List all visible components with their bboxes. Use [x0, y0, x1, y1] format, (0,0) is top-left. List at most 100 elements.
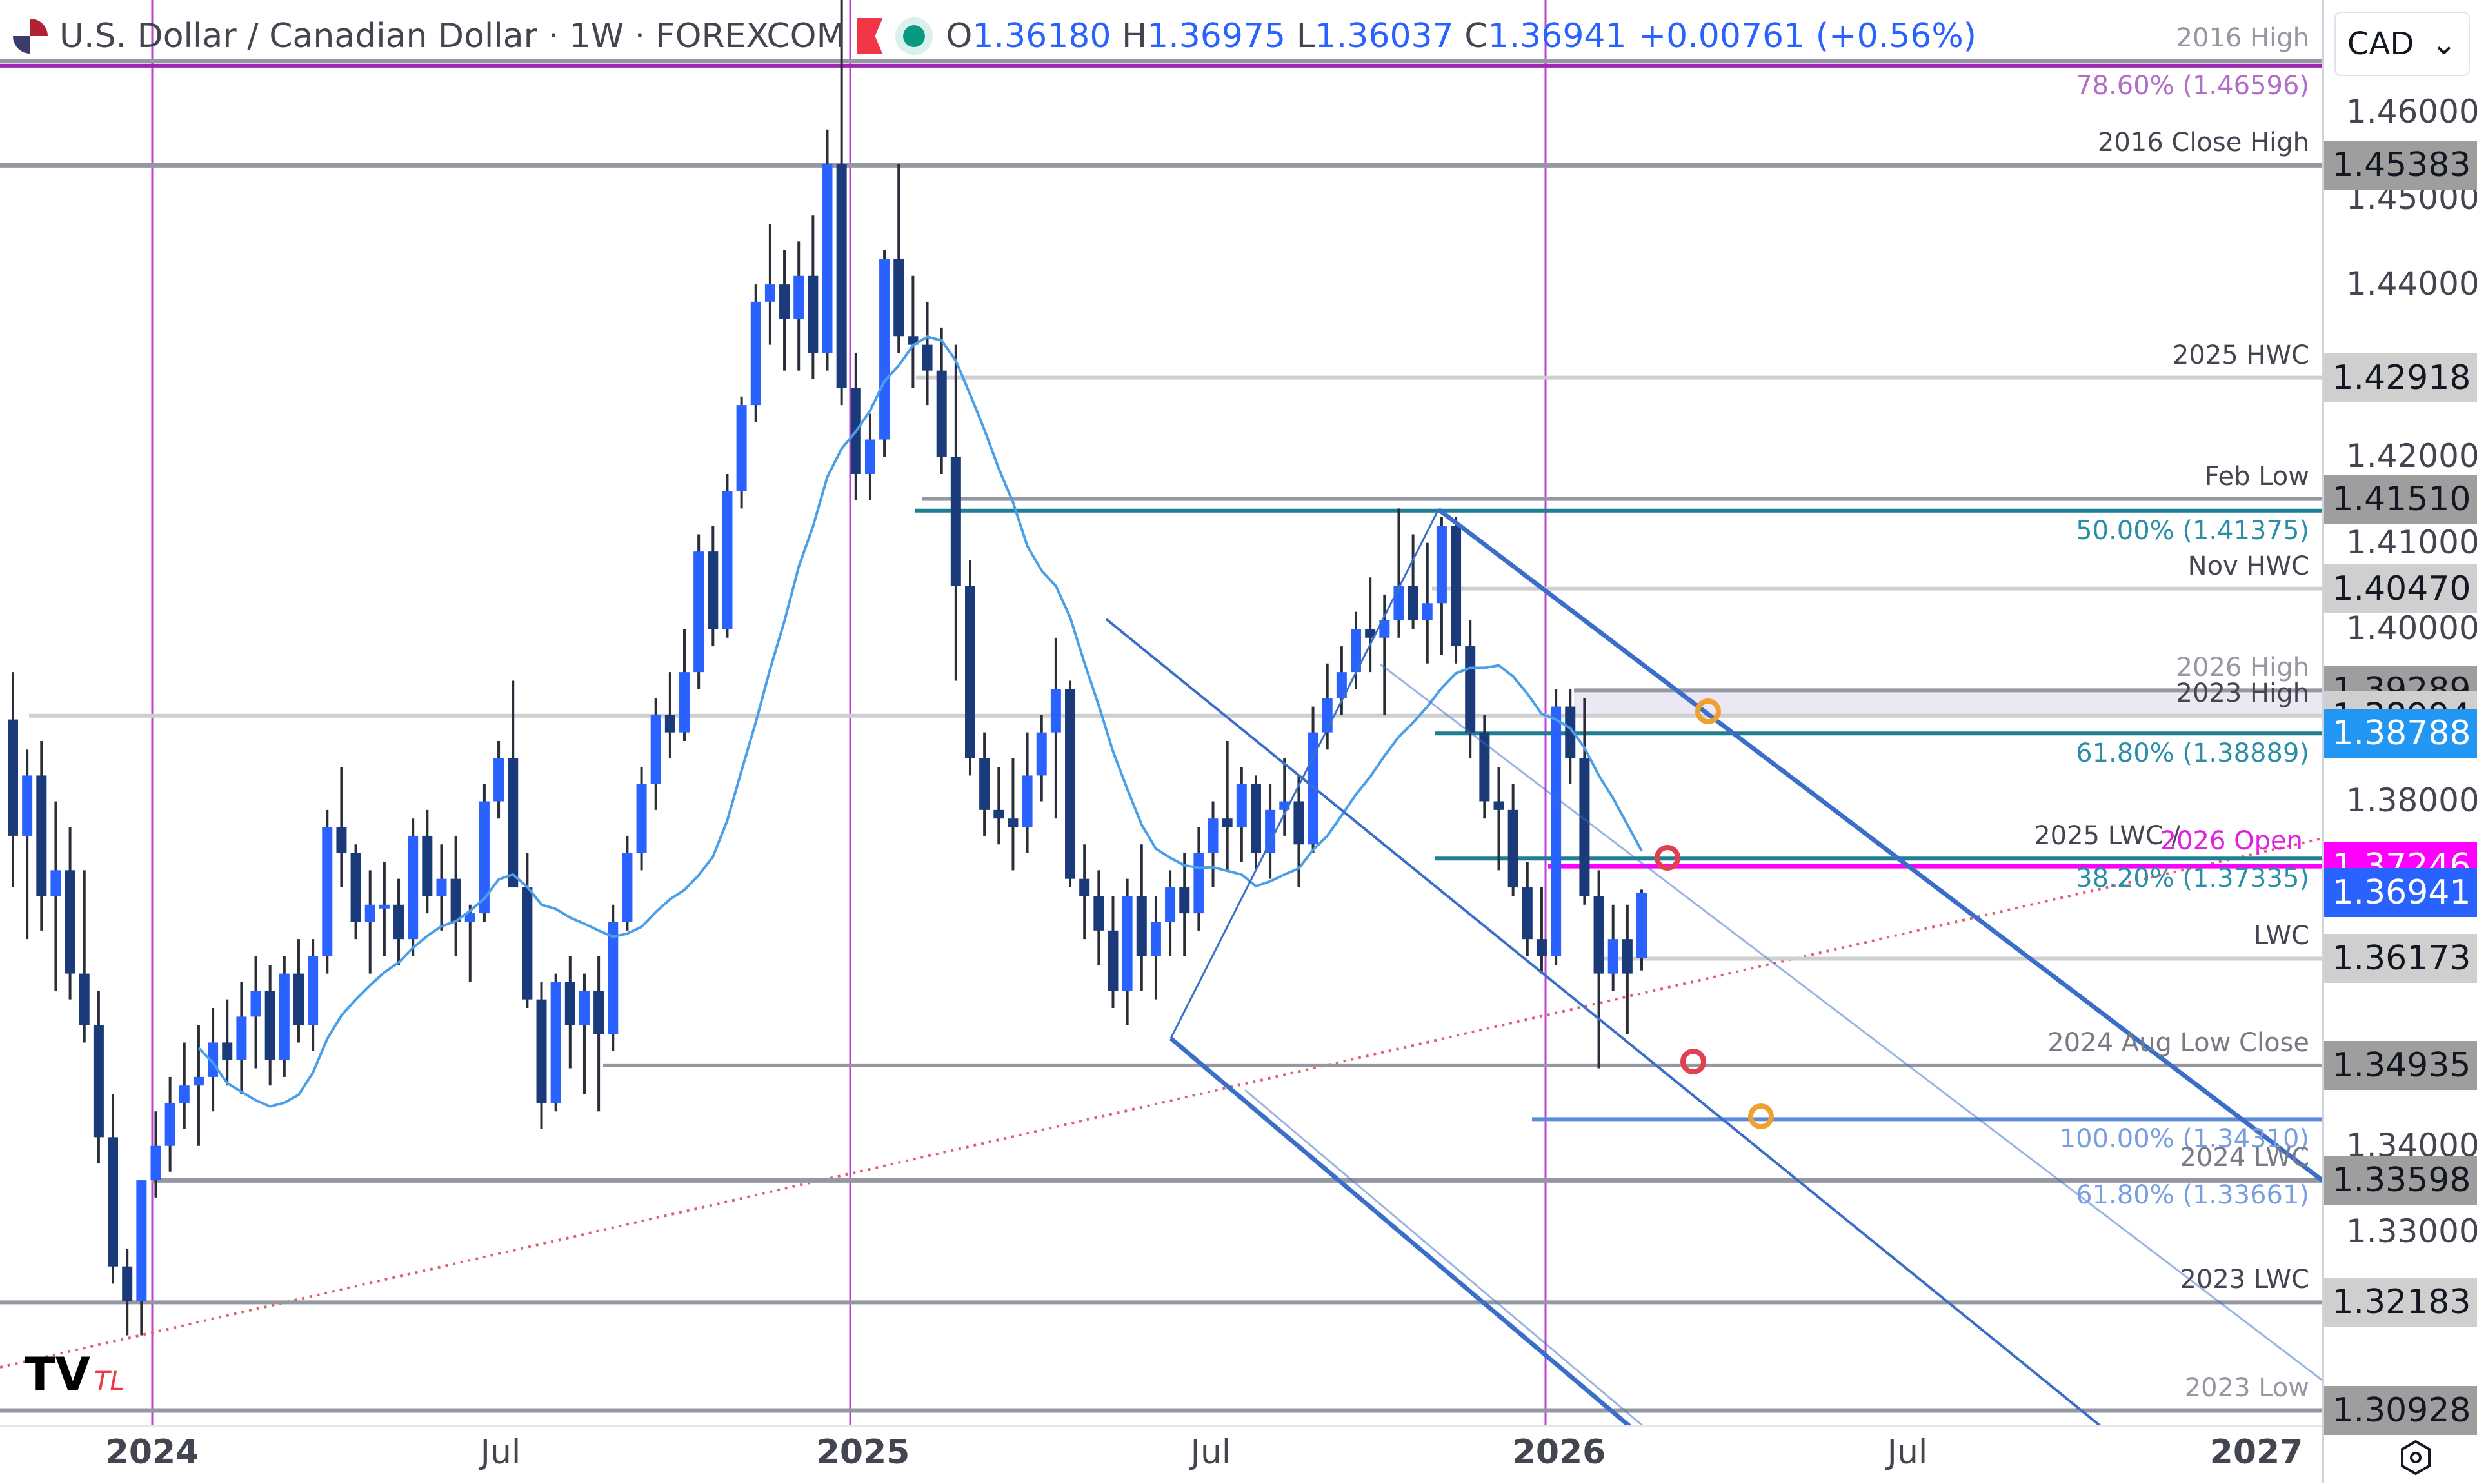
candle[interactable] [836, 0, 847, 406]
candle[interactable] [1408, 534, 1418, 629]
candle[interactable] [1250, 775, 1261, 871]
candle[interactable] [979, 732, 990, 836]
candle[interactable] [36, 740, 47, 931]
candle[interactable] [1050, 637, 1061, 819]
candle[interactable] [122, 1249, 133, 1336]
candle[interactable] [293, 939, 304, 1043]
candle[interactable] [864, 413, 875, 500]
candle[interactable] [436, 844, 447, 931]
candle[interactable] [1079, 844, 1090, 940]
candle[interactable] [1265, 784, 1276, 879]
candle[interactable] [1093, 870, 1104, 965]
candle[interactable] [1479, 715, 1490, 819]
candle[interactable] [1436, 517, 1447, 655]
candle[interactable] [908, 275, 919, 388]
candle[interactable] [550, 973, 561, 1112]
candle[interactable] [1393, 508, 1404, 638]
candle[interactable] [1622, 904, 1633, 1034]
candle[interactable] [508, 680, 519, 888]
candle[interactable] [722, 473, 733, 638]
pitchfork-line[interactable] [1437, 508, 2322, 1182]
candle[interactable] [336, 767, 347, 888]
candle[interactable] [108, 1094, 119, 1284]
candle[interactable] [22, 749, 33, 940]
candle[interactable] [679, 629, 690, 741]
candle[interactable] [308, 939, 319, 1051]
candle[interactable] [179, 1042, 190, 1129]
candle[interactable] [264, 965, 275, 1086]
candle[interactable] [1607, 904, 1618, 991]
candle[interactable] [922, 301, 933, 406]
candle[interactable] [536, 982, 547, 1129]
candle[interactable] [579, 973, 590, 1094]
candle[interactable] [664, 672, 675, 758]
candle[interactable] [1551, 689, 1562, 965]
candle[interactable] [1636, 889, 1647, 971]
candle[interactable] [636, 767, 647, 871]
candle[interactable] [93, 991, 104, 1163]
pitchfork-line[interactable] [1380, 663, 2322, 1381]
symbol-title[interactable]: U.S. Dollar / Canadian Dollar · 1W · FOR… [59, 17, 846, 55]
candle[interactable] [1236, 767, 1247, 862]
candle[interactable] [379, 861, 390, 956]
candle[interactable] [1122, 878, 1133, 1025]
candle[interactable] [608, 904, 619, 1051]
candle[interactable] [1565, 689, 1576, 784]
candle[interactable] [1279, 758, 1290, 836]
candle[interactable] [250, 956, 261, 1069]
candle[interactable] [936, 327, 947, 474]
candle[interactable] [950, 344, 961, 681]
candle[interactable] [1022, 732, 1033, 853]
candle[interactable] [893, 164, 904, 353]
candle[interactable] [1179, 853, 1190, 956]
candle[interactable] [1351, 611, 1362, 689]
candle[interactable] [1136, 844, 1147, 991]
candle[interactable] [1507, 784, 1518, 896]
pitchfork-line[interactable] [1244, 1089, 2322, 1425]
candle[interactable] [1208, 801, 1219, 888]
candle[interactable] [279, 956, 290, 1077]
currency-select[interactable]: CAD ⌄ [2334, 12, 2470, 76]
settings-icon[interactable] [2400, 1439, 2432, 1476]
candle[interactable] [364, 870, 375, 974]
candle[interactable] [708, 526, 719, 647]
candle[interactable] [1193, 827, 1204, 931]
candle[interactable] [1008, 758, 1019, 871]
candle[interactable] [65, 827, 75, 1000]
sma-line[interactable] [197, 335, 1643, 1108]
candle[interactable] [522, 853, 533, 1009]
candle[interactable] [222, 999, 233, 1086]
candle[interactable] [1365, 577, 1376, 673]
candle[interactable] [764, 224, 775, 345]
candle[interactable] [1108, 896, 1119, 1009]
candle[interactable] [193, 1025, 204, 1146]
candle[interactable] [1536, 887, 1547, 974]
candle[interactable] [464, 904, 475, 982]
candle[interactable] [236, 982, 247, 1094]
candle[interactable] [1451, 517, 1462, 664]
candle[interactable] [1593, 870, 1604, 1069]
candle[interactable] [822, 129, 833, 371]
candle[interactable] [1493, 767, 1504, 871]
candle[interactable] [622, 835, 633, 931]
candle[interactable] [150, 1111, 161, 1198]
trendline[interactable] [0, 837, 2322, 1369]
candle[interactable] [1522, 861, 1533, 956]
candle[interactable] [693, 534, 704, 689]
candle[interactable] [1379, 594, 1390, 715]
candle[interactable] [393, 878, 404, 965]
candle[interactable] [322, 809, 333, 974]
tradingview-logo[interactable]: TV TL [25, 1348, 124, 1401]
time-axis[interactable] [0, 1425, 2322, 1484]
candle[interactable] [350, 844, 361, 940]
candle[interactable] [593, 956, 604, 1112]
pitchfork-line[interactable] [1169, 1036, 1696, 1425]
candle[interactable] [650, 698, 661, 810]
candle[interactable] [1222, 740, 1233, 871]
candle[interactable] [793, 241, 804, 371]
candle[interactable] [1036, 715, 1047, 802]
candle[interactable] [808, 215, 819, 380]
candle[interactable] [1308, 706, 1318, 853]
candle[interactable] [422, 809, 433, 914]
